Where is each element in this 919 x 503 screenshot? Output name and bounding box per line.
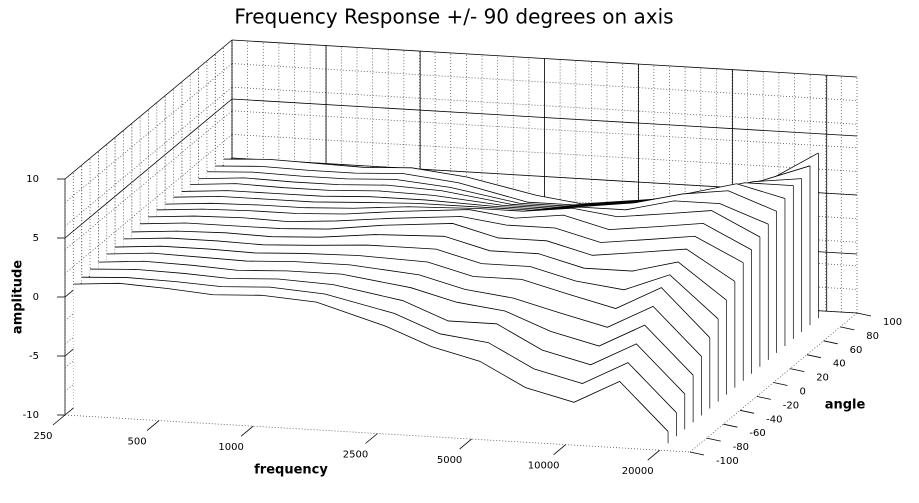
- curve: [115, 245, 711, 338]
- z-tick: [706, 437, 721, 442]
- minor-grid: [64, 63, 233, 203]
- curve: [131, 230, 727, 301]
- curve: [190, 183, 786, 209]
- curve: [98, 260, 694, 376]
- y-tick-label: -5: [29, 351, 39, 362]
- y-tick-label: -10: [23, 410, 39, 421]
- curve: [73, 282, 669, 432]
- x-tick: [647, 449, 660, 461]
- z-tick: [806, 354, 821, 359]
- curve: [106, 252, 702, 357]
- z-tick: [756, 396, 771, 400]
- x-tick: [459, 438, 472, 450]
- x-tick-label: 5000: [437, 455, 462, 466]
- curve: [81, 276, 677, 413]
- z-tick-label: 0: [800, 387, 806, 398]
- x-tick-label: 20000: [622, 466, 654, 477]
- x-tick: [52, 414, 66, 426]
- y-tick-label: 0: [33, 292, 39, 303]
- z-tick: [840, 326, 855, 331]
- curve: [173, 195, 769, 225]
- x-tick-label: 10000: [528, 461, 560, 472]
- z-axis-label: angle: [825, 398, 866, 413]
- curve: [148, 215, 744, 264]
- z-tick: [723, 423, 738, 428]
- z-tick: [790, 368, 805, 372]
- z-tick-label: 40: [833, 359, 846, 370]
- curve: [90, 268, 686, 395]
- z-tick: [856, 312, 872, 317]
- grid-line: [64, 39, 233, 180]
- z-tick-label: -40: [766, 414, 782, 425]
- y-tick-label: 5: [33, 233, 39, 244]
- curve: [123, 237, 719, 320]
- curve: [181, 190, 777, 212]
- z-tick-label: 20: [816, 373, 829, 384]
- x-tick: [365, 433, 378, 444]
- z-tick-label: -20: [783, 400, 799, 411]
- z-tick-label: -80: [733, 442, 749, 453]
- curve: [156, 208, 752, 251]
- chart-title: Frequency Response +/- 90 degrees on axi…: [234, 5, 673, 29]
- x-axis-label: frequency: [254, 463, 328, 478]
- z-tick: [689, 451, 705, 456]
- z-tick-label: -60: [749, 428, 765, 439]
- y-tick-label: 10: [26, 174, 39, 185]
- z-tick: [823, 340, 838, 345]
- x-tick: [240, 425, 254, 437]
- x-tick-label: 250: [33, 431, 52, 442]
- curve: [165, 202, 761, 238]
- x-tick: [553, 444, 566, 455]
- minor-grid: [64, 86, 233, 227]
- curve-fill: [73, 283, 669, 444]
- plot: -10-505102505001000250050001000020000-10…: [23, 39, 902, 477]
- z-tick: [740, 409, 755, 414]
- x-tick: [146, 420, 160, 431]
- y-axis-label: amplitude: [11, 260, 26, 334]
- z-tick: [773, 382, 788, 386]
- x-tick-label: 1000: [218, 442, 243, 453]
- z-tick-label: 100: [883, 317, 902, 328]
- x-tick-label: 2500: [343, 450, 368, 461]
- z-tick-label: 60: [850, 345, 863, 356]
- x-tick-label: 500: [128, 437, 147, 448]
- z-tick-label: -100: [716, 456, 739, 467]
- z-tick-label: 80: [866, 331, 879, 342]
- curve: [140, 222, 736, 282]
